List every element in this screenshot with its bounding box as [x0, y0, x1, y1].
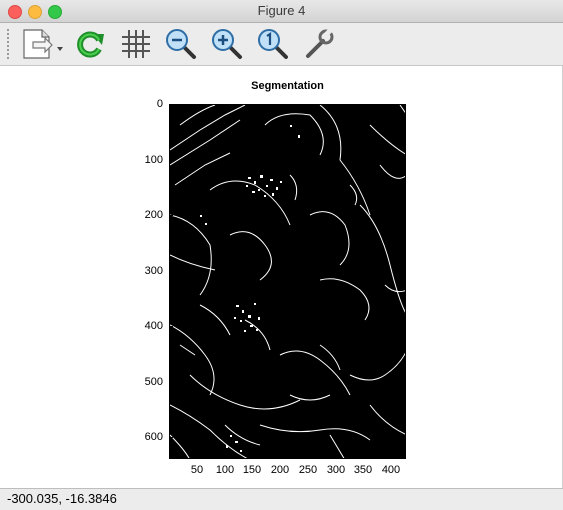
zoom-reset-icon	[258, 29, 288, 59]
x-tick-mark	[363, 455, 364, 459]
x-tick-label: 350	[353, 464, 373, 476]
zoom-in-icon	[212, 29, 242, 59]
refresh-button[interactable]	[72, 26, 108, 62]
zoom-out-button[interactable]	[163, 26, 199, 62]
x-tick-mark	[336, 455, 337, 459]
toolbar	[0, 23, 563, 66]
x-tick-label: 200	[270, 464, 290, 476]
y-tick-label: 400	[144, 320, 163, 332]
y-tick-mark	[169, 271, 173, 272]
x-tick-label: 400	[381, 464, 401, 476]
x-tick-label: 50	[190, 464, 204, 476]
y-tick-mark	[169, 437, 173, 438]
save-menu-button[interactable]	[18, 26, 68, 62]
x-tick-mark	[225, 455, 226, 459]
y-tick-label: 0	[156, 98, 163, 110]
window-title: Figure 4	[257, 3, 306, 18]
x-tick-mark	[252, 455, 253, 459]
zoom-out-icon	[166, 29, 196, 59]
x-tick-mark	[391, 455, 392, 459]
y-tick-mark	[169, 160, 173, 161]
y-tick-label: 100	[144, 154, 163, 166]
y-tick-mark	[169, 326, 173, 327]
y-tick-mark	[169, 215, 173, 216]
wrench-icon	[306, 28, 334, 58]
toolbar-grip[interactable]	[7, 29, 11, 59]
segmentation-edges	[170, 105, 405, 458]
window-titlebar: Figure 4	[0, 0, 563, 23]
minimize-window-button[interactable]	[28, 5, 42, 19]
y-tick-mark	[169, 382, 173, 383]
x-tick-label: 150	[242, 464, 262, 476]
cursor-coordinates: -300.035, -16.3846	[7, 491, 117, 506]
x-tick-label: 300	[326, 464, 346, 476]
zoom-reset-button[interactable]	[255, 26, 291, 62]
y-tick-label: 300	[144, 265, 163, 277]
grid-toggle-button[interactable]	[118, 26, 154, 62]
x-tick-mark	[280, 455, 281, 459]
x-tick-label: 250	[298, 464, 318, 476]
x-tick-mark	[197, 455, 198, 459]
x-tick-label: 100	[215, 464, 235, 476]
settings-button[interactable]	[301, 26, 337, 62]
y-tick-label: 600	[144, 431, 163, 443]
maximize-window-button[interactable]	[48, 5, 62, 19]
y-tick-label: 200	[144, 209, 163, 221]
x-tick-mark	[308, 455, 309, 459]
y-tick-mark	[169, 104, 173, 105]
y-tick-label: 500	[144, 376, 163, 388]
segmentation-image[interactable]	[169, 104, 406, 459]
document-save-icon	[23, 29, 63, 59]
status-bar: -300.035, -16.3846	[0, 488, 563, 510]
refresh-icon	[77, 31, 104, 58]
plot-title: Segmentation	[251, 80, 324, 92]
close-window-button[interactable]	[8, 5, 22, 19]
grid-icon	[122, 30, 150, 58]
zoom-in-button[interactable]	[209, 26, 245, 62]
